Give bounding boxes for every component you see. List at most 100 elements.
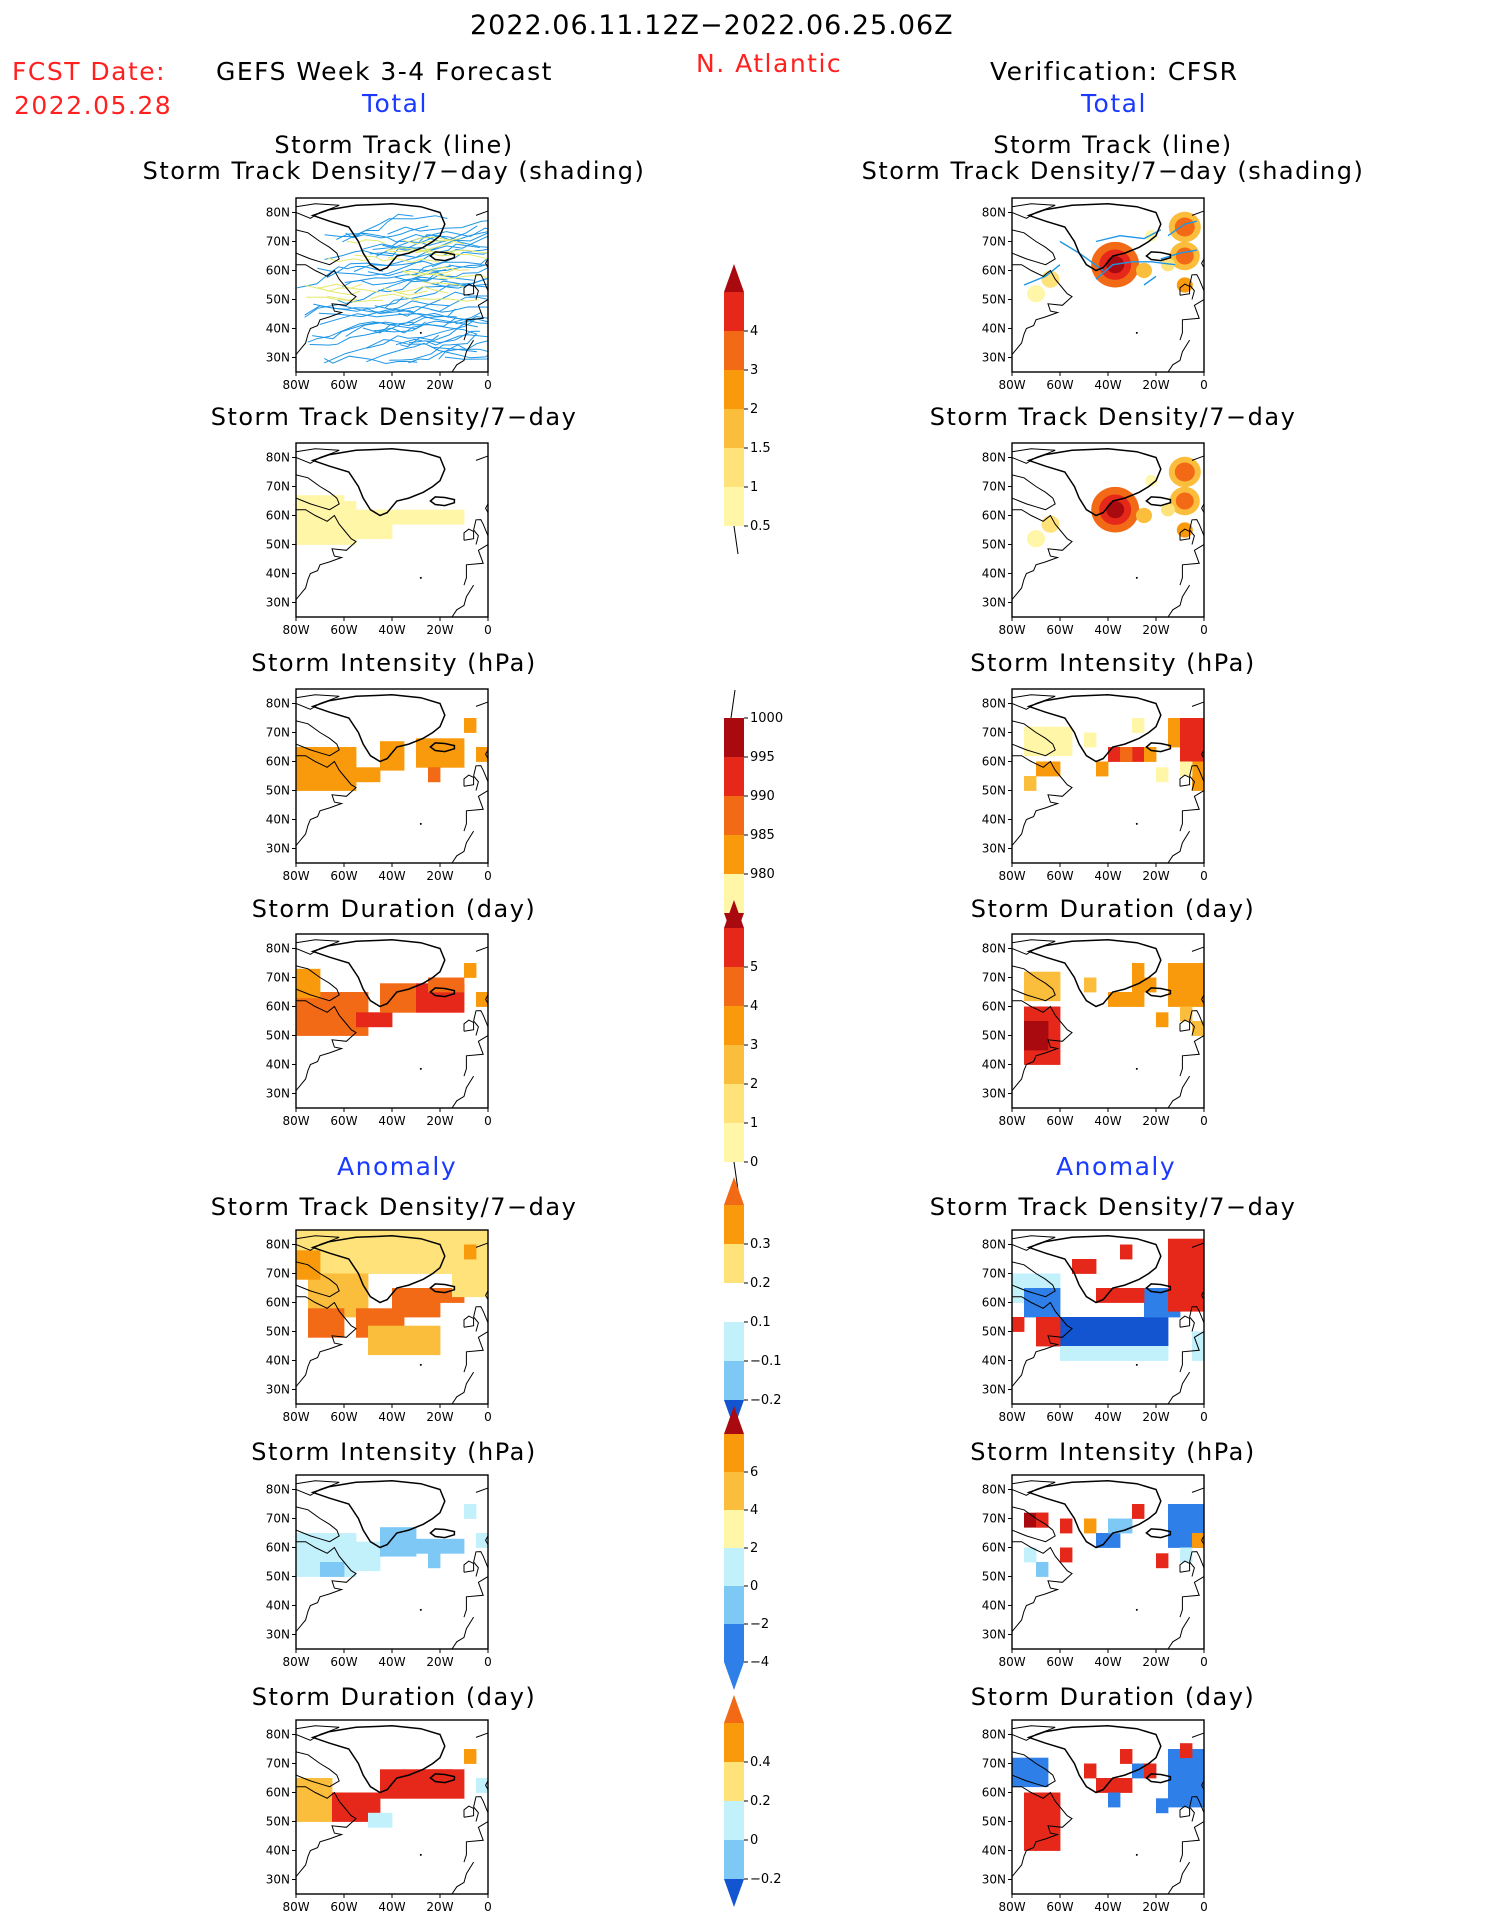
coastline bbox=[475, 1242, 488, 1251]
lat-tick-label: 80N bbox=[982, 1483, 1006, 1497]
grid-cell bbox=[356, 1244, 369, 1260]
ver-duration-map: 80N 70N 60N 50N 40N 30N 80W 60W 40W 20W 0 bbox=[982, 933, 1208, 1128]
grid-cell bbox=[1108, 1533, 1121, 1548]
grid-cell bbox=[1024, 1006, 1037, 1022]
grid-cell bbox=[1084, 732, 1097, 748]
grid-cell bbox=[332, 1288, 345, 1303]
coastline bbox=[1012, 755, 1073, 846]
ver-track-title-1: Storm Track (line) bbox=[993, 131, 1233, 159]
grid-cell bbox=[296, 1807, 309, 1822]
coastline bbox=[485, 994, 488, 1004]
coastline bbox=[1012, 203, 1056, 219]
lon-tick-label: 80W bbox=[282, 378, 309, 392]
lat-tick-label: 40N bbox=[982, 567, 1006, 581]
lat-tick-label: 50N bbox=[982, 1570, 1006, 1584]
coastline bbox=[1191, 1242, 1204, 1251]
coastline bbox=[451, 1075, 475, 1108]
coastline bbox=[485, 1290, 488, 1300]
lat-tick-label: 60N bbox=[982, 1000, 1006, 1014]
colorbar-segment bbox=[724, 292, 744, 331]
storm-track bbox=[397, 305, 488, 313]
ver-density-anom-map: 80N 70N 60N 50N 40N 30N 80W 60W 40W 20W 0 bbox=[982, 1229, 1208, 1424]
coastline bbox=[296, 1506, 340, 1543]
grid-cell bbox=[332, 1533, 345, 1548]
colorbar-label: 4 bbox=[750, 1503, 758, 1518]
grid-cell bbox=[308, 515, 321, 531]
grid-cell bbox=[1060, 1346, 1073, 1361]
coastline bbox=[296, 1480, 340, 1496]
grid-cell bbox=[380, 1259, 393, 1274]
lon-tick-label: 60W bbox=[1046, 1410, 1073, 1424]
colorbar-label: −4 bbox=[750, 1655, 769, 1670]
grid-cell bbox=[368, 1340, 381, 1356]
grid-cell bbox=[1048, 1331, 1061, 1347]
coastline bbox=[310, 1235, 446, 1304]
grid-cell bbox=[1036, 1317, 1049, 1332]
grid-cell bbox=[416, 983, 429, 999]
grid-cell bbox=[452, 1769, 465, 1785]
grid-cell bbox=[428, 1325, 441, 1341]
grid-cell bbox=[1036, 1050, 1049, 1065]
colorbar-label: 2 bbox=[750, 1541, 758, 1556]
storm-track bbox=[412, 236, 465, 245]
grid-cell bbox=[296, 515, 309, 531]
colorbar-label: 0.4 bbox=[750, 1755, 771, 1770]
grid-cell bbox=[452, 1230, 465, 1245]
grid-cell bbox=[392, 1325, 405, 1341]
grid-cell bbox=[1156, 1798, 1169, 1814]
colorbar-segment bbox=[724, 370, 744, 409]
storm-track bbox=[399, 315, 488, 348]
lat-tick-label: 40N bbox=[982, 322, 1006, 336]
coastline bbox=[296, 1725, 340, 1741]
grid-cell bbox=[344, 747, 357, 762]
lon-tick-label: 20W bbox=[1142, 869, 1169, 883]
grid-cell bbox=[476, 747, 488, 762]
coastline bbox=[1189, 519, 1204, 545]
grid-cell bbox=[392, 1783, 405, 1799]
grid-cell bbox=[344, 1230, 357, 1245]
fc-density-title: Storm Track Density/7−day bbox=[210, 403, 578, 431]
coastline bbox=[310, 694, 446, 763]
lat-tick-label: 70N bbox=[266, 726, 290, 740]
grid-cell bbox=[344, 1259, 357, 1274]
coastline bbox=[429, 987, 456, 998]
grid-cell bbox=[1024, 986, 1037, 1002]
grid-cell bbox=[1180, 1296, 1193, 1312]
azores-dot bbox=[1135, 822, 1138, 825]
grid-cell bbox=[380, 1527, 393, 1543]
grid-cell bbox=[380, 1308, 393, 1324]
grid-cell bbox=[440, 509, 453, 525]
colorbar-tip bbox=[724, 1177, 744, 1205]
grid-cell bbox=[1132, 747, 1145, 762]
colorbar-segment bbox=[724, 874, 744, 913]
lat-tick-label: 40N bbox=[982, 813, 1006, 827]
fc-duration-map: 80N 70N 60N 50N 40N 30N 80W 60W 40W 20W 0 bbox=[266, 933, 492, 1128]
grid-cell bbox=[308, 776, 321, 791]
grid-cell bbox=[1108, 1518, 1121, 1534]
storm-track bbox=[444, 356, 488, 360]
grid-cell bbox=[1024, 1302, 1037, 1318]
grid-cell bbox=[1084, 1346, 1097, 1361]
grid-cell bbox=[416, 738, 429, 754]
storm-track bbox=[362, 232, 488, 250]
grid-cell bbox=[296, 1021, 309, 1036]
storm-track bbox=[305, 284, 361, 296]
coastline bbox=[451, 830, 475, 863]
lon-tick-label: 40W bbox=[1094, 1900, 1121, 1914]
grid-cell bbox=[1180, 992, 1193, 1007]
lon-tick-label: 40W bbox=[1094, 1114, 1121, 1128]
grid-cell bbox=[404, 997, 417, 1013]
lat-tick-label: 80N bbox=[266, 1483, 290, 1497]
storm-track bbox=[1143, 275, 1157, 286]
azores-dot bbox=[419, 1853, 422, 1856]
colorbar-segment bbox=[724, 1472, 744, 1510]
coastline bbox=[473, 519, 488, 545]
grid-cell bbox=[1192, 1749, 1204, 1764]
coastline bbox=[473, 1010, 488, 1036]
grid-cell bbox=[1096, 1533, 1109, 1548]
grid-cell bbox=[332, 1322, 345, 1338]
grid-cell bbox=[356, 1288, 369, 1303]
grid-cell bbox=[1192, 963, 1204, 978]
grid-cell bbox=[392, 1259, 405, 1274]
grid-cell bbox=[308, 747, 321, 762]
